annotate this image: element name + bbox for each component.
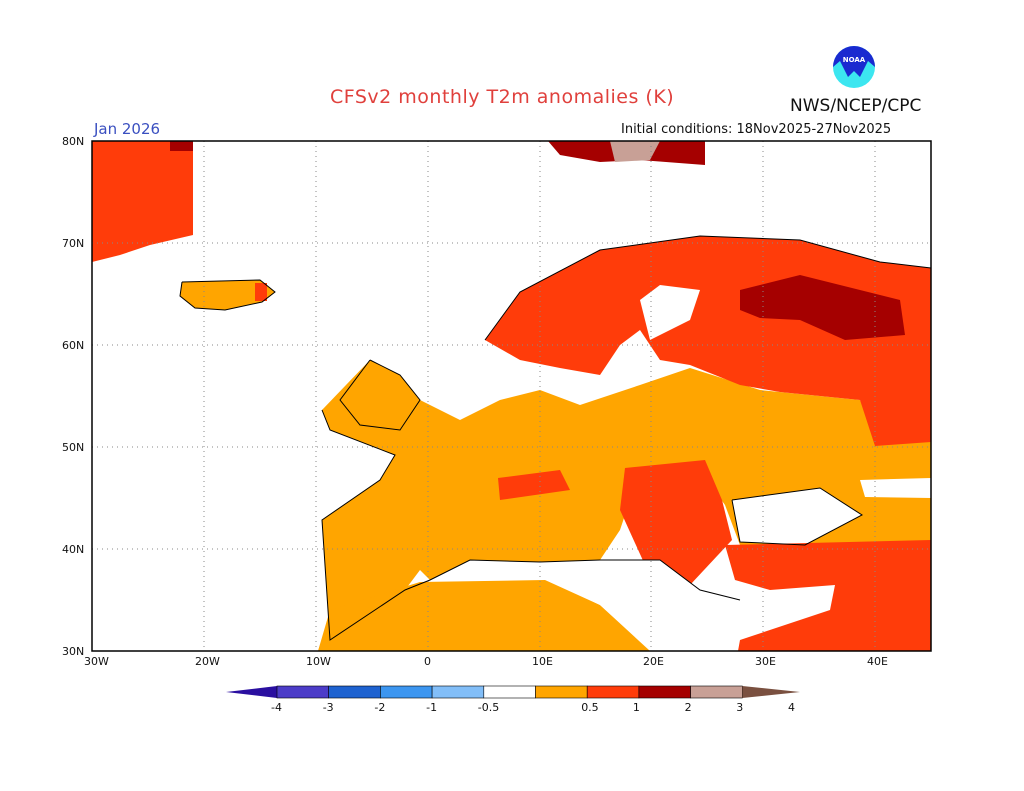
map-title: CFSv2 monthly T2m anomalies (K) (330, 86, 675, 108)
colorbar-segment (276, 685, 330, 699)
svg-text:NOAA: NOAA (843, 56, 866, 64)
lon-label: 10E (532, 655, 553, 668)
lat-label: 30N (62, 645, 85, 658)
coastlines (179, 235, 931, 641)
forecast-month: Jan 2026 (94, 120, 161, 138)
colorbar-segment (483, 685, 536, 699)
lon-label: 40E (867, 655, 888, 668)
lat-label: 70N (62, 237, 85, 250)
anomaly-dark-red-nw-russia (740, 275, 905, 340)
colorbar-label: -1 (426, 701, 438, 714)
colorbar-label: 3 (736, 701, 744, 714)
colorbar-label: -2 (374, 701, 386, 714)
lat-label: 40N (62, 543, 85, 556)
lon-label: 30E (755, 655, 776, 668)
black-sea (732, 488, 862, 545)
grid-lines (92, 141, 931, 651)
lat-label: 50N (62, 441, 85, 454)
lat-label: 60N (62, 339, 85, 352)
colorbar-label: -3 (322, 701, 334, 714)
colorbar-segment (328, 685, 381, 699)
anomaly-greenland (92, 141, 193, 262)
colorbar-label: 2 (684, 701, 692, 714)
colorbar-label: 0.5 (581, 701, 599, 714)
colorbar-label: -4 (271, 701, 282, 714)
lon-label: 10W (306, 655, 331, 668)
colorbar-arrow (226, 686, 277, 698)
initial-conditions: Initial conditions: 18Nov2025-27Nov2025 (621, 122, 892, 137)
map-frame (91, 140, 932, 652)
anomaly-balkans (620, 460, 732, 585)
colorbar-segment (380, 685, 433, 699)
lon-label: 0 (424, 655, 431, 668)
anomaly-turkey-middle-east (725, 540, 931, 651)
lon-label: 20E (643, 655, 664, 668)
anomaly-iceland (180, 280, 275, 310)
credit-label: NWS/NCEP/CPC (790, 96, 922, 116)
colorbar-segment (535, 685, 588, 699)
colorbar-segment (586, 685, 640, 699)
colorbar-label: -0.5 (477, 701, 500, 714)
colorbar-arrow (742, 686, 800, 698)
colorbar-segment (690, 685, 743, 699)
lon-label: 20W (195, 655, 220, 668)
anomaly-north-africa (318, 580, 650, 651)
lat-label: 80N (62, 135, 85, 148)
colorbar-label: 4 (788, 701, 795, 714)
colorbar-segment (431, 685, 485, 699)
noaa-logo: NOAA (833, 46, 875, 88)
colorbar-label: 1 (632, 701, 640, 714)
lon-label: 30W (84, 655, 109, 668)
mediterranean (430, 560, 740, 650)
colorbar-segment (638, 685, 691, 699)
